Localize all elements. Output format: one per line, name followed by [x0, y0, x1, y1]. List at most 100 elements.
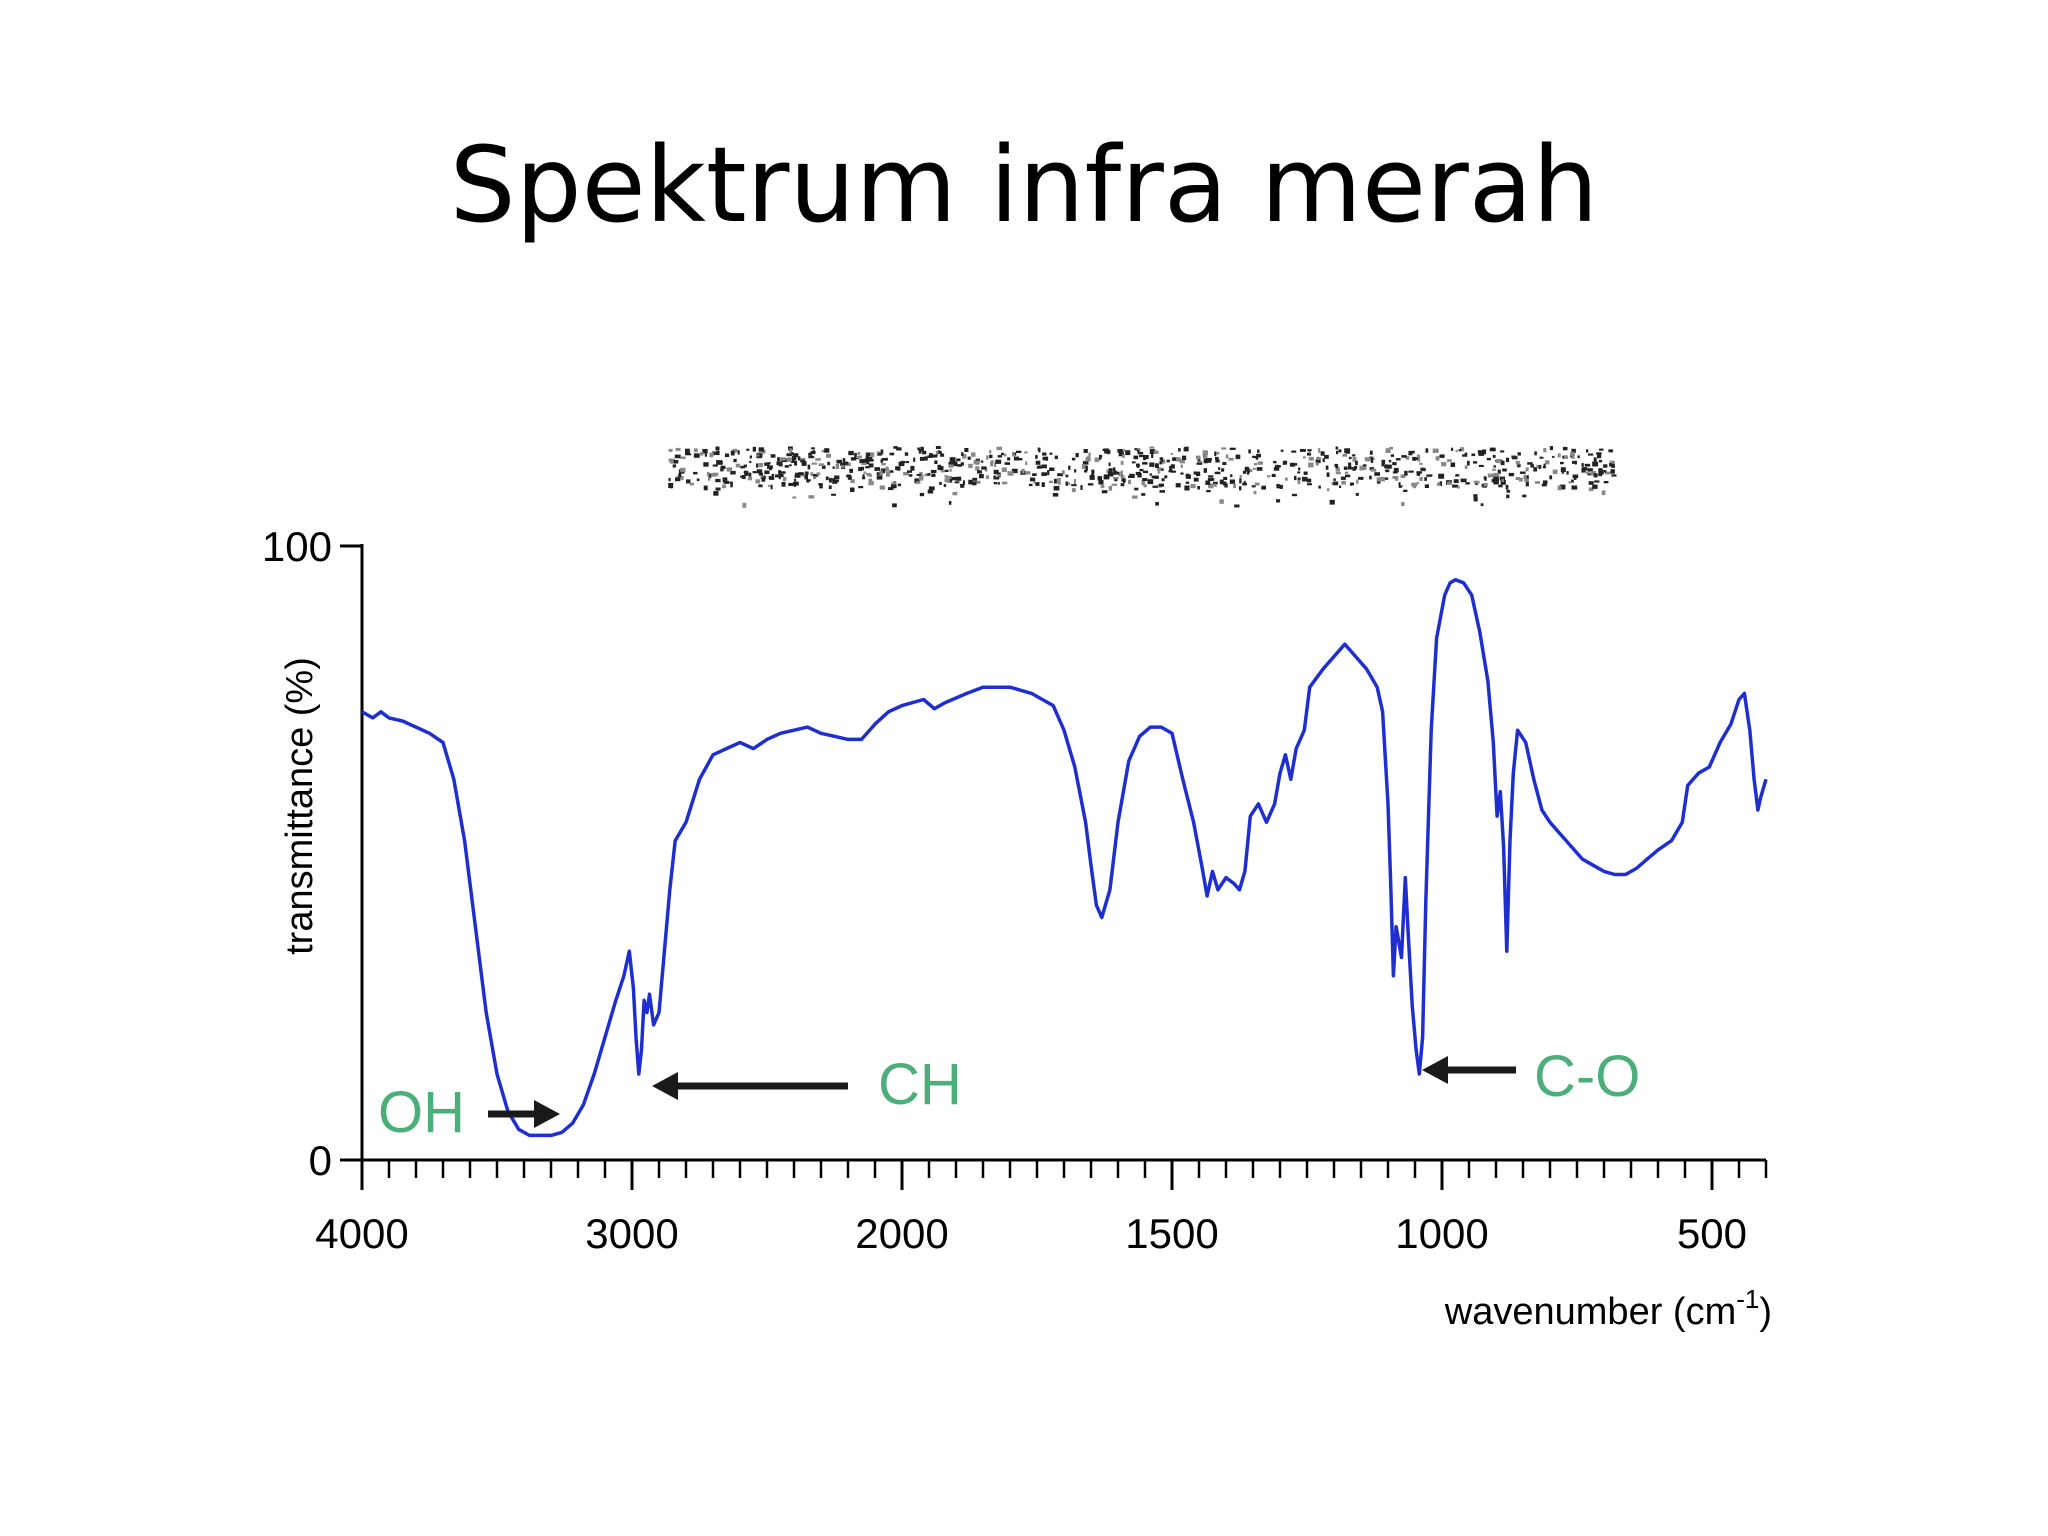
header-noise-dot — [1142, 478, 1148, 482]
header-noise-dot — [910, 465, 915, 471]
header-noise-dot — [1455, 449, 1458, 452]
header-noise-dot — [1352, 467, 1356, 471]
header-noise-dot — [797, 456, 801, 461]
header-noise-dot — [1405, 456, 1410, 460]
header-noise-dot — [1384, 477, 1389, 480]
header-noise-dot — [1590, 471, 1596, 476]
header-noise-dot — [700, 451, 704, 456]
header-noise-dot — [971, 452, 976, 457]
header-noise-dot — [771, 473, 774, 477]
annotation-co: C-O — [1422, 1044, 1640, 1109]
header-noise-dot — [1035, 482, 1040, 486]
header-noise-dot — [1208, 478, 1213, 482]
header-noise-dot — [1318, 448, 1321, 453]
header-noise-dot — [1071, 457, 1076, 461]
header-noise-dot — [927, 489, 934, 494]
header-noise-dot — [1099, 454, 1103, 458]
header-noise-dot — [779, 473, 784, 478]
header-noise-dot — [1203, 458, 1208, 464]
header-noise-dot — [1486, 457, 1491, 461]
header-noise-dot — [917, 447, 920, 451]
header-noise-dot — [1085, 456, 1091, 462]
header-noise-dot — [1359, 465, 1364, 471]
header-noise-dot — [968, 479, 973, 485]
header-noise-dot — [1522, 494, 1527, 498]
header-noise-dot — [954, 481, 960, 484]
header-noise-dot — [1525, 481, 1529, 487]
header-noise-dot — [752, 446, 756, 452]
header-noise-dot — [748, 476, 753, 481]
header-noise-dot — [868, 463, 874, 468]
header-noise-dot — [1539, 456, 1544, 459]
header-noise-dot — [1581, 463, 1584, 467]
header-noise-dot — [1003, 453, 1007, 457]
header-noise-dot — [788, 482, 794, 486]
header-noise-dot — [1577, 455, 1580, 459]
header-noise-dot — [948, 501, 952, 505]
header-noise-dot — [735, 463, 741, 468]
header-noise-dot — [935, 446, 941, 449]
header-noise-dot — [1342, 453, 1348, 457]
header-noise-dot — [1465, 482, 1470, 485]
header-noise-dot — [778, 470, 781, 475]
header-noise-dot — [748, 472, 752, 477]
header-noise-dot — [1587, 468, 1593, 472]
x-tick-label-1000: 1000 — [1395, 1210, 1488, 1257]
header-noise-dot — [1389, 447, 1394, 450]
header-noise-dot — [975, 480, 981, 484]
header-noise-dot — [868, 456, 873, 460]
header-noise-dot — [1141, 493, 1146, 496]
header-noise-dot — [1473, 496, 1478, 502]
header-noise-dot — [1543, 448, 1547, 453]
header-noise-dot — [1344, 471, 1349, 474]
header-noise-dot — [1170, 452, 1173, 455]
header-noise-dot — [1185, 481, 1190, 484]
header-noise-dot — [711, 473, 717, 477]
header-noise-dot — [1384, 464, 1389, 469]
header-noise-dot — [1164, 475, 1168, 479]
header-noise-dot — [1143, 455, 1149, 459]
header-noise-dot — [675, 477, 681, 482]
header-noise-dot — [1178, 448, 1181, 452]
header-noise-dot — [937, 464, 942, 469]
header-noise-dot — [1586, 449, 1589, 453]
header-noise-dot — [1108, 485, 1113, 491]
header-noise-dot — [1049, 467, 1055, 471]
header-noise-dot — [1221, 468, 1225, 472]
header-noise-dot — [1159, 460, 1163, 465]
header-noise-dot — [1057, 478, 1061, 483]
header-noise-dot — [935, 450, 939, 456]
header-noise-dot — [800, 474, 806, 477]
header-noise-dot — [991, 460, 994, 463]
header-noise-dot — [1348, 456, 1352, 460]
header-noise-dot — [1438, 473, 1445, 479]
header-noise-dot — [990, 461, 994, 467]
header-noise-dot — [1084, 469, 1088, 473]
header-noise-dot — [1299, 449, 1306, 452]
header-noise-dot — [1424, 477, 1427, 481]
header-noise-dot — [1128, 479, 1131, 485]
header-noise-dot — [737, 450, 740, 455]
header-noise-dot — [1161, 478, 1165, 482]
header-noise-dot — [1285, 477, 1288, 481]
header-noise-dot — [1224, 483, 1228, 488]
header-noise-dot — [1502, 468, 1507, 472]
header-noise-dot — [1222, 462, 1227, 465]
header-noise-dot — [758, 484, 763, 488]
header-noise-dot — [1239, 478, 1242, 484]
header-noise-dot — [812, 473, 819, 477]
header-noise-dot — [708, 473, 712, 479]
header-noise-dot — [1308, 456, 1314, 461]
header-noise-dot — [1153, 450, 1159, 454]
header-noise-dot — [1291, 450, 1297, 453]
header-noise-dot — [997, 455, 1003, 458]
header-noise-dot — [815, 458, 821, 461]
header-noise-dot — [1248, 449, 1251, 454]
header-noise-dot — [1455, 474, 1459, 477]
header-noise-dot — [715, 450, 720, 456]
header-noise-dot — [1505, 457, 1510, 463]
header-noise-dot — [951, 477, 958, 481]
header-noise-dot — [1436, 483, 1441, 486]
header-noise-dot — [816, 472, 821, 476]
header-noise-dot — [1221, 447, 1227, 450]
